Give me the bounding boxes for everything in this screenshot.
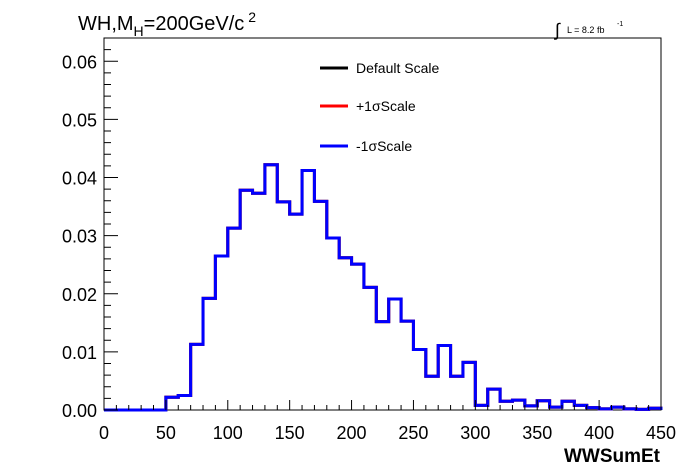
legend-label-default: Default Scale (356, 60, 439, 76)
svg-text:WH,MH=200GeV/c2: WH,MH=200GeV/c 2 (78, 9, 256, 39)
plot-frame (103, 37, 662, 411)
x-tick-label: 50 (156, 423, 176, 443)
x-tick-label: 400 (584, 423, 614, 443)
title-main: WH,M (78, 13, 134, 35)
luminosity-superscript: -1 (617, 21, 623, 28)
x-tick-label: 300 (460, 423, 490, 443)
x-tick-label: 0 (99, 423, 109, 443)
axes: 0 50 100 150 200 250 300 350 400 450 0.00 0.01 0.02 0… (62, 37, 676, 443)
legend: Default Scale +1σScale -1σScale (320, 60, 439, 154)
x-tick-label: 150 (275, 423, 305, 443)
y-tick-label: 0.01 (62, 343, 97, 363)
y-tick-label: 0.04 (62, 169, 97, 189)
y-tick-label: 0.05 (62, 110, 97, 130)
y-tick-label: 0.02 (62, 285, 97, 305)
x-tick-label: 200 (337, 423, 367, 443)
y-tick-label: 0.00 (62, 401, 97, 421)
x-tick-label: 350 (522, 423, 552, 443)
x-axis-title: WWSumEt (564, 446, 661, 467)
y-tick-label: 0.06 (62, 52, 97, 72)
series-line-minus1sigma-scale (104, 163, 663, 412)
series-layer (104, 163, 663, 412)
integral-symbol: ∫ (553, 20, 561, 40)
title-superscript: 2 (248, 9, 256, 25)
x-tick-label: 250 (398, 423, 428, 443)
x-tick-label: 450 (646, 423, 676, 443)
legend-label-plus1sigma: +1σScale (356, 98, 416, 114)
chart-title: WH,MH=200GeV/c 2 (78, 9, 256, 39)
y-tick-label: 0.03 (62, 227, 97, 247)
luminosity-text: L = 8.2 fb (567, 25, 604, 35)
legend-label-minus1sigma: -1σScale (356, 138, 412, 154)
x-tick-label: 100 (213, 423, 243, 443)
title-subscript: H (134, 23, 144, 39)
luminosity-label: ∫ L = 8.2 fb -1 (553, 20, 623, 40)
title-rest: =200GeV/c (144, 13, 245, 35)
